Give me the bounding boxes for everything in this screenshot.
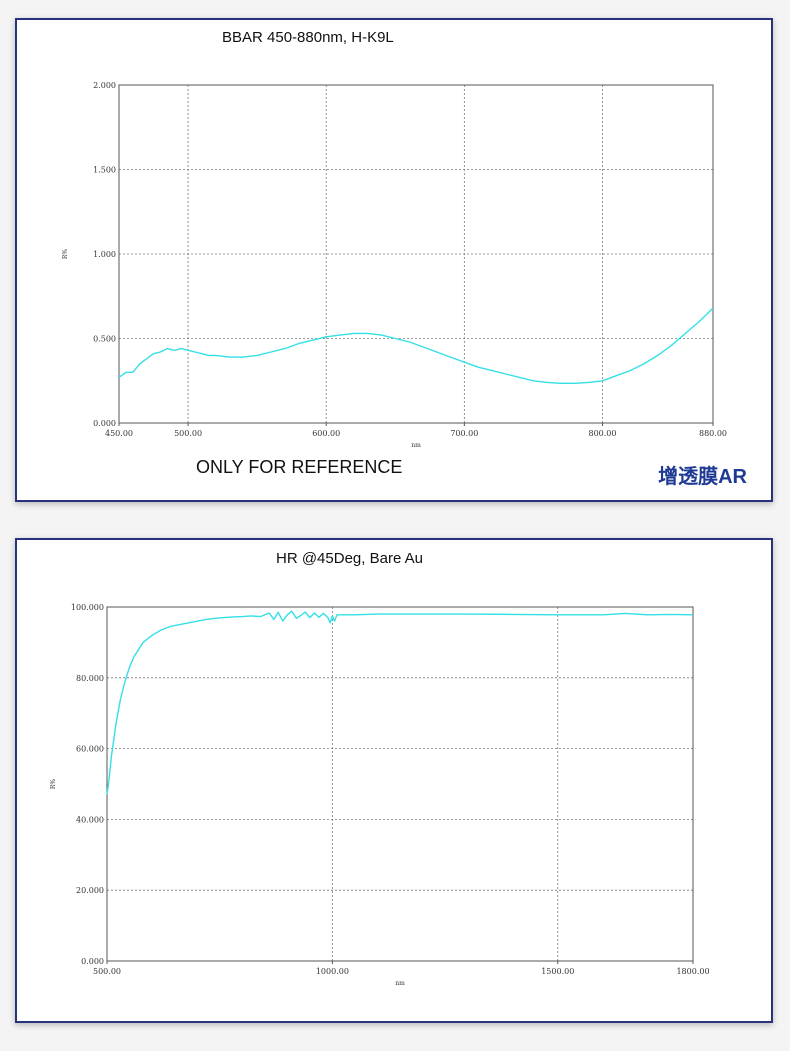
- x-axis-label: nm: [411, 442, 421, 449]
- y-tick-label: 0.000: [93, 419, 116, 428]
- chart-title: HR @45Deg, Bare Au: [276, 550, 423, 567]
- x-tick-label: 880.00: [699, 429, 727, 438]
- y-axis-label: R%: [50, 779, 57, 790]
- plot-frame: [118, 84, 714, 424]
- reference-note: ONLY FOR REFERENCE: [196, 457, 403, 477]
- x-tick-label: 1800.00: [676, 967, 709, 976]
- x-tick-label: 700.00: [450, 429, 478, 438]
- hr-chart: 500.00 1000.00 1500.00 1800.00 0.000 20.000 40…: [50, 603, 710, 987]
- y-tick-label: 60.000: [76, 745, 104, 754]
- bbar-panel: BBAR 450-880nm, H-K9L 450.00 500.00 600.00…: [15, 18, 773, 502]
- x-tick-label: 500.00: [174, 429, 202, 438]
- x-tick-label: 1000.00: [316, 967, 349, 976]
- bbar-chart: 450.00 500.00 600.00 700.00 800.00 880.00 0.00…: [62, 81, 727, 449]
- y-tick-label: 40.000: [76, 815, 104, 824]
- hr-panel: HR @45Deg, Bare Au 500.00 1000.00 1500.00 1…: [15, 538, 773, 1023]
- x-axis-label: nm: [395, 980, 405, 987]
- x-tick-label: 1500.00: [541, 967, 574, 976]
- series-line: [118, 307, 714, 384]
- y-tick-label: 0.500: [93, 335, 116, 344]
- x-tick-label: 600.00: [312, 429, 340, 438]
- x-tick-label: 800.00: [588, 429, 616, 438]
- y-axis-label: R%: [62, 249, 69, 260]
- x-tick-label: 500.00: [93, 967, 121, 976]
- plot-frame: [106, 606, 694, 962]
- series-line: [106, 610, 694, 795]
- y-tick-label: 20.000: [76, 886, 104, 895]
- chart-title: BBAR 450-880nm, H-K9L: [222, 29, 394, 46]
- y-tick-label: 0.000: [81, 957, 104, 966]
- y-tick-label: 2.000: [93, 81, 116, 90]
- y-tick-label: 100.000: [71, 603, 104, 612]
- y-tick-label: 1.000: [93, 250, 116, 259]
- y-tick-label: 1.500: [93, 166, 116, 175]
- y-tick-label: 80.000: [76, 674, 104, 683]
- x-tick-label: 450.00: [105, 429, 133, 438]
- ar-badge: 增透膜AR: [658, 466, 747, 488]
